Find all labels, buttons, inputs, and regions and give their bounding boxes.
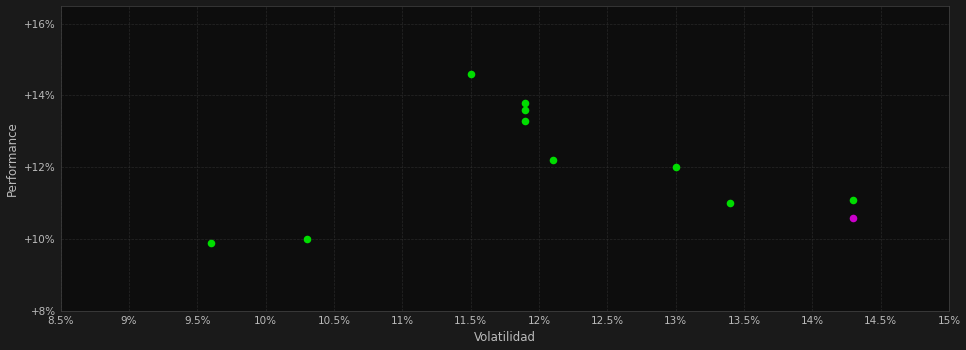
Point: [845, 215, 861, 220]
Point: [723, 201, 738, 206]
Point: [463, 71, 478, 77]
Point: [518, 100, 533, 105]
Point: [545, 157, 560, 163]
Y-axis label: Performance: Performance: [6, 121, 18, 196]
Point: [845, 197, 861, 202]
Point: [298, 236, 314, 242]
Point: [203, 240, 218, 246]
X-axis label: Volatilidad: Volatilidad: [473, 331, 536, 344]
Point: [518, 118, 533, 123]
Point: [668, 164, 683, 170]
Point: [518, 107, 533, 113]
